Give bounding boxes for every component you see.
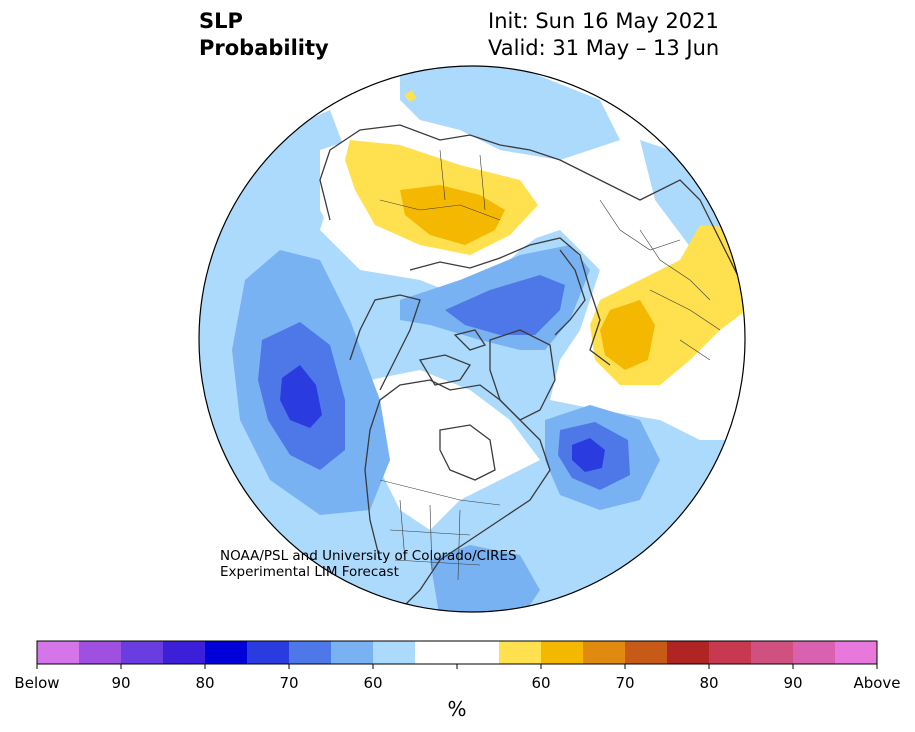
colorbar-box: [835, 641, 878, 664]
colorbar-tick-label: 90: [111, 674, 130, 692]
colorbar-box: [793, 641, 836, 664]
border-us-states: [389, 499, 481, 581]
colorbar-box: [247, 641, 290, 664]
colorbar-box: [121, 641, 164, 664]
yellow60-europe: [600, 300, 655, 370]
coast-eurasia: [319, 124, 741, 366]
colorbar-unit-label: %: [447, 697, 466, 721]
colorbar-box: [289, 641, 332, 664]
coast-greenland: [489, 329, 556, 421]
colorbar-box: [415, 641, 458, 664]
probability-field: [199, 66, 745, 612]
blue70-arctic: [445, 275, 565, 335]
colorbar-tick-label: Above: [853, 674, 900, 692]
init-date: Init: Sun 16 May 2021: [488, 9, 719, 33]
coast-arctic-islands: [418, 329, 487, 386]
colorbar-tick-label: Below: [14, 674, 59, 692]
colorbar-box: [625, 641, 668, 664]
credit-line-product: Experimental LIM Forecast: [220, 564, 399, 580]
map-title: SLP Probability: [199, 8, 329, 62]
colorbar-tick-label: 70: [279, 674, 298, 692]
colorbar-box: [373, 641, 416, 664]
colorbar-box: [709, 641, 752, 664]
blue-region-north: [400, 66, 620, 160]
colorbar-box: [205, 641, 248, 664]
white-region-north-america: [370, 370, 540, 530]
colorbar-box: [37, 641, 80, 664]
colorbar-ticks: Below 90 80 70 60 60 70 80 90 Above: [14, 664, 901, 692]
colorbar-box: [499, 641, 542, 664]
map-boundary: [198, 65, 746, 613]
yellow60-siberia: [400, 185, 505, 245]
blue75-atlantic: [572, 438, 605, 472]
coast-hudson-bay: [439, 424, 496, 481]
polar-map: [198, 65, 746, 613]
colorbar-box: [79, 641, 122, 664]
political-borders: [379, 149, 721, 581]
colorbar-tick-label: 70: [615, 674, 634, 692]
colorbar-tick-label: 90: [783, 674, 802, 692]
credit-text: NOAA/PSL and University of Colorado/CIRE…: [220, 548, 517, 580]
forecast-dates: Init: Sun 16 May 2021 Valid: 31 May – 13…: [488, 8, 719, 62]
colorbar-boxes: [37, 641, 878, 664]
yellow-spot-north: [404, 90, 416, 102]
colorbar-tick-label: 80: [699, 674, 718, 692]
title-line-probability: Probability: [199, 36, 329, 60]
blue75-pacific: [280, 365, 322, 428]
border-asia: [379, 149, 681, 251]
border-us-canada: [379, 479, 501, 506]
colorbar-tick-label: 80: [195, 674, 214, 692]
colorbar-box: [331, 641, 374, 664]
valid-dates: Valid: 31 May – 13 Jun: [488, 36, 720, 60]
border-europe: [639, 229, 721, 361]
colorbar-box: [163, 641, 206, 664]
colorbar-box: [457, 641, 500, 664]
colorbar: Below 90 80 70 60 60 70 80 90 Above %: [14, 640, 901, 721]
coastlines: [319, 124, 741, 611]
credit-line-org: NOAA/PSL and University of Colorado/CIRE…: [220, 548, 517, 564]
coast-scandinavia: [554, 249, 586, 336]
colorbar-box: [667, 641, 710, 664]
coast-north-america: [364, 379, 551, 611]
title-line-slp: SLP: [199, 9, 243, 33]
coast-alaska: [349, 294, 421, 391]
colorbar-box: [583, 641, 626, 664]
colorbar-tick-label: 60: [531, 674, 550, 692]
colorbar-tick-label: 60: [363, 674, 382, 692]
colorbar-box: [751, 641, 794, 664]
colorbar-box: [541, 641, 584, 664]
